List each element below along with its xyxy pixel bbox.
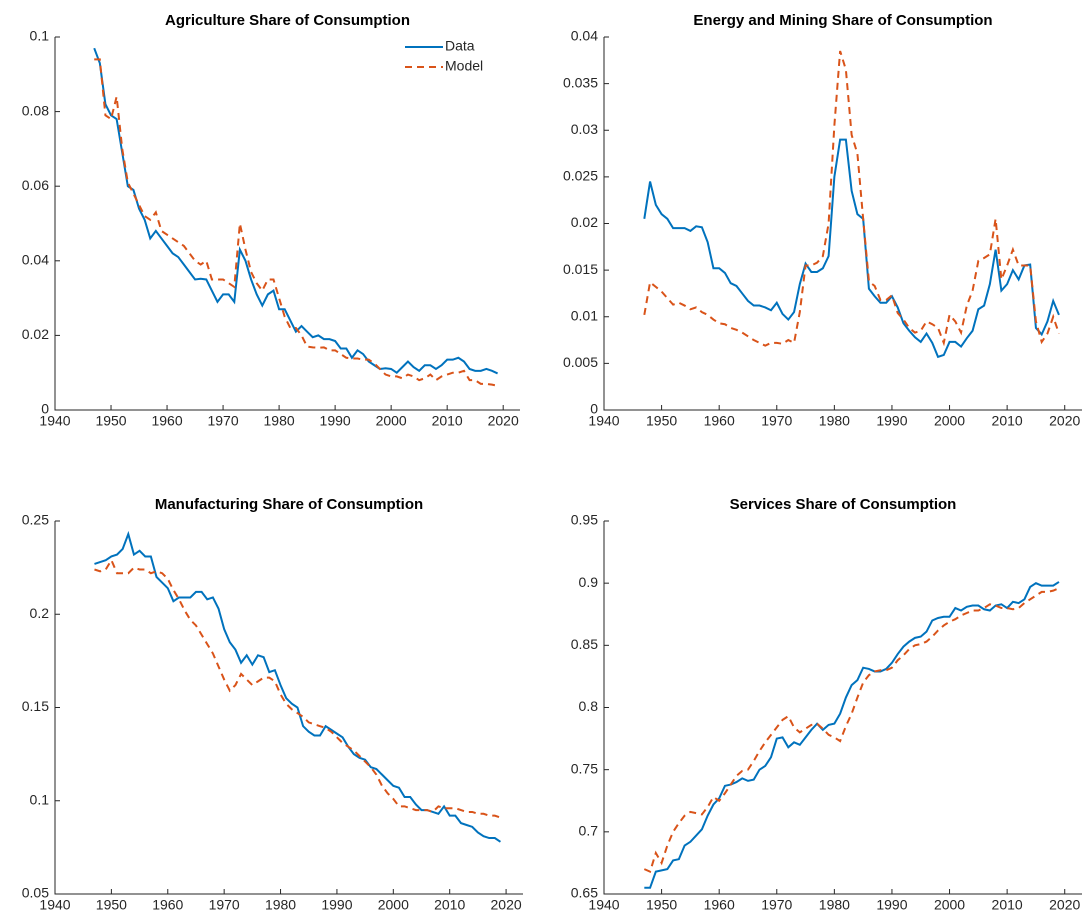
axes-background [604, 37, 1082, 410]
x-tick-label: 1980 [819, 413, 850, 429]
y-tick-label: 0.015 [563, 261, 598, 277]
chart-title: Energy and Mining Share of Consumption [693, 12, 992, 29]
y-tick-label: 0.02 [571, 214, 598, 230]
x-tick-label: 1950 [96, 897, 127, 913]
x-tick-label: 2020 [488, 413, 519, 429]
x-tick-label: 1960 [151, 413, 182, 429]
x-tick-label: 2000 [934, 897, 965, 913]
y-tick-label: 0.025 [563, 168, 598, 184]
x-tick-label: 1990 [320, 413, 351, 429]
data-line [643, 50, 1060, 347]
data-line [644, 581, 1060, 889]
x-tick-label: 1960 [704, 897, 735, 913]
x-tick-label: 1940 [588, 413, 619, 429]
x-tick-label: 2010 [432, 413, 463, 429]
x-tick-label: 1960 [704, 413, 735, 429]
x-tick-label: 1970 [761, 897, 792, 913]
x-tick-label: 1970 [207, 413, 238, 429]
legend-label: Data [445, 38, 475, 54]
y-tick-label: 0.08 [22, 102, 49, 118]
x-tick-label: 1970 [761, 413, 792, 429]
x-tick-label: 1990 [876, 897, 907, 913]
y-tick-label: 0.7 [579, 823, 599, 839]
y-tick-label: 0.1 [30, 791, 50, 807]
chart-title: Agriculture Share of Consumption [165, 12, 410, 29]
data-line [94, 58, 498, 387]
x-tick-label: 2020 [1049, 897, 1080, 913]
y-tick-label: 0.2 [30, 605, 50, 621]
y-tick-label: 0 [41, 401, 49, 417]
data-line [643, 138, 1060, 359]
x-tick-label: 1960 [152, 897, 183, 913]
x-tick-label: 2020 [491, 897, 522, 913]
axes-frame [603, 37, 1082, 411]
y-tick-label: 0.06 [22, 177, 49, 193]
y-tick-label: 0.25 [22, 512, 49, 528]
y-tick-label: 0.02 [22, 326, 49, 342]
y-tick-label: 0.03 [571, 121, 598, 137]
y-tick-label: 0.95 [571, 512, 598, 528]
chart-title: Services Share of Consumption [730, 496, 957, 513]
data-line [93, 47, 499, 375]
y-tick-label: 0.005 [563, 354, 598, 370]
x-tick-label: 2010 [992, 413, 1023, 429]
axes-background [55, 37, 520, 410]
chart-title: Manufacturing Share of Consumption [155, 496, 423, 513]
axes-frame [54, 37, 520, 411]
y-tick-label: 0.05 [22, 885, 49, 901]
y-tick-label: 0.04 [22, 252, 49, 268]
y-tick-label: 0.035 [563, 74, 598, 90]
data-line [643, 587, 1060, 873]
x-tick-label: 2010 [992, 897, 1023, 913]
data-line [94, 557, 501, 819]
x-tick-label: 2020 [1049, 413, 1080, 429]
y-tick-label: 0.9 [579, 574, 599, 590]
y-tick-label: 0.1 [30, 28, 50, 44]
y-tick-label: 0.04 [571, 28, 598, 44]
y-tick-label: 0.85 [571, 636, 598, 652]
y-tick-label: 0.75 [571, 760, 598, 776]
axes-frame [603, 521, 1082, 895]
x-tick-label: 1940 [39, 413, 70, 429]
x-tick-label: 1950 [95, 413, 126, 429]
y-tick-label: 0.65 [571, 885, 598, 901]
subplot: Energy and Mining Share of Consumption 19… [563, 12, 1082, 429]
subplot: Manufacturing Share of Consumption 1940 19… [22, 496, 523, 913]
x-tick-label: 1980 [264, 413, 295, 429]
legend-label: Model [445, 58, 483, 74]
subplot: Agriculture Share of Consumption 1940 1950… [22, 12, 520, 429]
x-tick-label: 1990 [876, 413, 907, 429]
x-tick-label: 2000 [378, 897, 409, 913]
data-line [94, 530, 502, 843]
x-tick-label: 1950 [646, 897, 677, 913]
x-tick-label: 2000 [934, 413, 965, 429]
y-tick-label: 0.15 [22, 698, 49, 714]
axes-frame [54, 521, 523, 895]
x-tick-label: 1980 [819, 897, 850, 913]
y-tick-label: 0.8 [579, 698, 599, 714]
x-tick-label: 2010 [434, 897, 465, 913]
y-tick-label: 0.01 [571, 307, 598, 323]
y-tick-label: 0 [590, 401, 598, 417]
subplot: Services Share of Consumption 1940 1950 196… [571, 496, 1082, 913]
x-tick-label: 1980 [265, 897, 296, 913]
x-tick-label: 2000 [376, 413, 407, 429]
x-tick-label: 1940 [39, 897, 70, 913]
x-tick-label: 1940 [588, 897, 619, 913]
x-tick-label: 1950 [646, 413, 677, 429]
x-tick-label: 1970 [209, 897, 240, 913]
x-tick-label: 1990 [321, 897, 352, 913]
